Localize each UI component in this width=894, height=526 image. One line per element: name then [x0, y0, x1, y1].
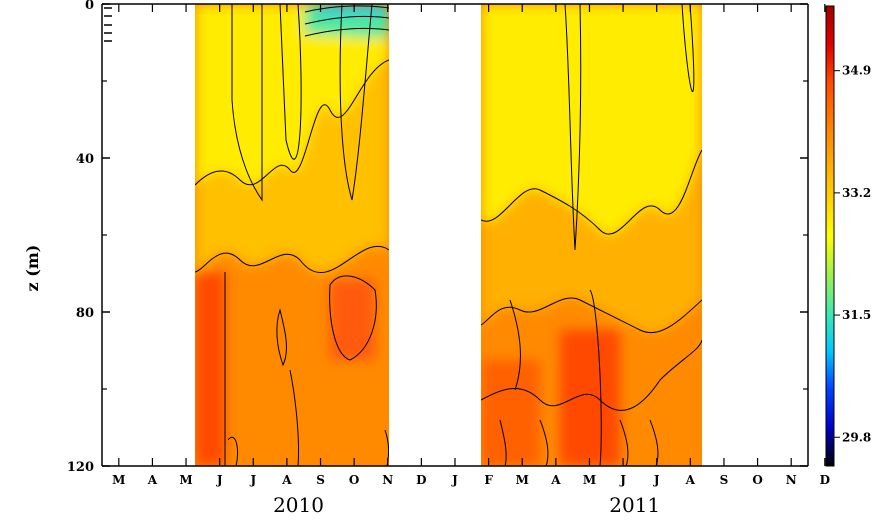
fresh-layer [481, 4, 702, 235]
month-label: S [720, 473, 729, 487]
data-segment-2011 [481, 4, 702, 466]
month-label: J [216, 473, 223, 487]
contour-line [304, 15, 389, 25]
colorbar-tick-label: 34.9 [842, 64, 871, 78]
deep-warm-left [195, 272, 225, 466]
contour-line [509, 299, 521, 391]
contour-line [304, 5, 389, 13]
contour-line [481, 149, 702, 235]
month-label: A [685, 473, 696, 487]
month-label: J [451, 473, 458, 487]
month-label: J [653, 473, 660, 487]
colorbar-tick-label: 33.2 [842, 186, 871, 200]
colorbar: 29.8 31.5 33.2 34.9 [825, 5, 871, 467]
data-segment-2010 [195, 4, 389, 466]
month-label: A [550, 473, 561, 487]
y-tick-label: 80 [76, 306, 94, 321]
contour-line [481, 339, 702, 411]
contour-line [304, 27, 389, 37]
contour-line [564, 4, 582, 251]
month-label: N [786, 473, 797, 487]
x-axis-ticks [118, 4, 826, 466]
contour-line [339, 4, 373, 201]
month-label: D [820, 473, 830, 487]
contour-line [499, 419, 507, 466]
deep-warm [560, 330, 620, 466]
contour-line [329, 275, 377, 361]
year-label: 2011 [609, 493, 660, 517]
contour-line [481, 297, 702, 334]
month-label: D [416, 473, 426, 487]
mid-layer [195, 60, 389, 273]
deep-warm-mid [330, 280, 375, 360]
contour-line [231, 4, 263, 202]
contour-line [195, 245, 389, 274]
contour-line [589, 289, 602, 466]
sensor-depth-markers [104, 7, 112, 42]
deep-warm-left [481, 360, 540, 466]
month-label: M [516, 473, 529, 487]
year-label: 2010 [273, 493, 324, 517]
month-label: A [147, 473, 158, 487]
year-labels: 2010 2011 [273, 493, 660, 517]
contour-line [195, 59, 389, 186]
contour-line [276, 308, 287, 367]
month-label: N [382, 473, 393, 487]
y-axis-ticks: 0 40 80 120 [67, 0, 808, 475]
contour-line [539, 419, 549, 466]
contour-line [681, 4, 695, 93]
contour-line [279, 4, 302, 160]
contour-line [227, 437, 239, 466]
colorbar-ticks: 29.8 31.5 33.2 34.9 [834, 64, 871, 444]
y-tick-label: 40 [76, 152, 94, 167]
y-tick-label: 0 [85, 0, 94, 13]
month-label: M [179, 473, 192, 487]
colorbar-tick-label: 29.8 [842, 430, 871, 444]
month-label: O [752, 473, 762, 487]
y-tick-label: 120 [67, 460, 94, 475]
month-label: S [316, 473, 325, 487]
month-label: J [249, 473, 256, 487]
y-axis-title: z (m) [23, 245, 42, 292]
month-label: A [281, 473, 292, 487]
month-label: O [349, 473, 359, 487]
colorbar-tick-label: 31.5 [842, 308, 871, 322]
contour-line [289, 369, 300, 466]
month-label: M [112, 473, 125, 487]
contour-line [619, 419, 629, 466]
month-label: M [583, 473, 596, 487]
month-label: J [619, 473, 626, 487]
mid-layer [481, 150, 702, 333]
month-label: F [484, 473, 493, 487]
